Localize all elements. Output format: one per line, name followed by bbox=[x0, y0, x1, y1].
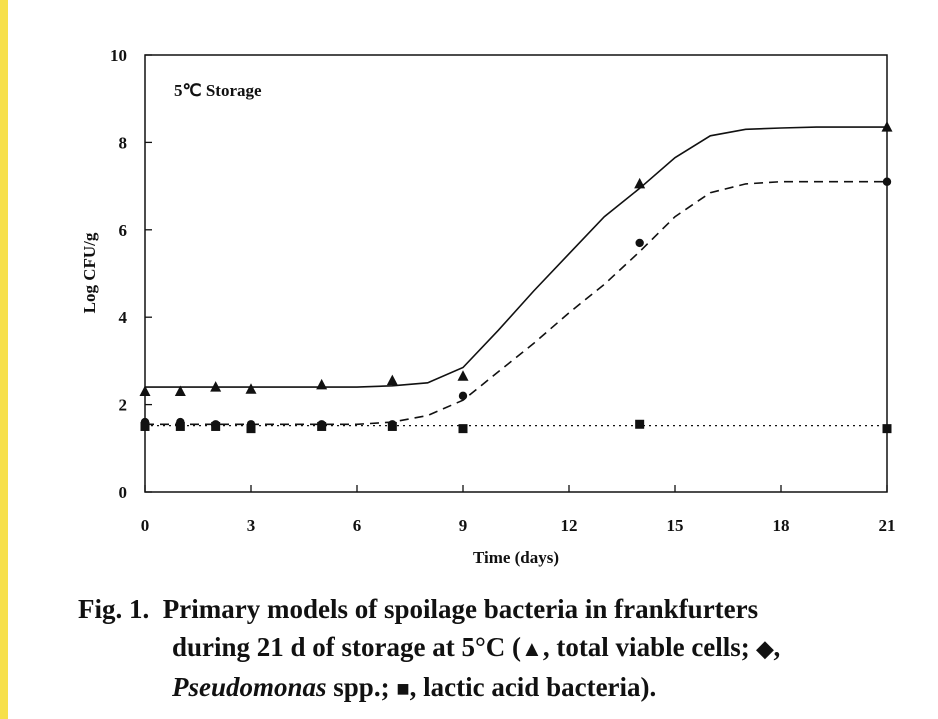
triangle-point bbox=[881, 121, 893, 132]
square-point bbox=[882, 424, 892, 434]
circle-point bbox=[635, 238, 644, 248]
circle-point bbox=[458, 391, 468, 401]
x-axis-label: Time (days) bbox=[473, 548, 559, 567]
fit-curves bbox=[145, 126, 887, 427]
diamond-symbol-icon: ◆ bbox=[756, 636, 774, 661]
x-tick-label: 12 bbox=[561, 516, 578, 535]
left-accent-bar bbox=[0, 0, 8, 719]
caption-title: Primary models of spoilage bacteria in f… bbox=[162, 594, 759, 624]
plot-frame bbox=[144, 54, 888, 493]
triangle-point bbox=[457, 370, 469, 381]
y-tick-label: 10 bbox=[110, 46, 127, 65]
fit-line-circle bbox=[145, 180, 887, 426]
x-tick-label: 3 bbox=[247, 516, 256, 535]
square-symbol-icon: ■ bbox=[396, 676, 410, 701]
triangle-point bbox=[386, 374, 398, 386]
y-tick-label: 2 bbox=[119, 396, 128, 415]
x-tick-label: 21 bbox=[879, 516, 896, 535]
storage-annotation: 5℃ Storage bbox=[174, 81, 262, 100]
caption-pseudomonas: Pseudomonas bbox=[172, 672, 327, 702]
square-point bbox=[635, 419, 645, 429]
square-point bbox=[140, 421, 150, 431]
caption-storage-text: during 21 d of storage at 5°C ( bbox=[172, 632, 522, 662]
figure-number: Fig. 1. bbox=[78, 594, 150, 624]
data-points bbox=[139, 121, 893, 434]
caption-line-2: during 21 d of storage at 5°C (▲, total … bbox=[78, 628, 918, 668]
triangle-point bbox=[634, 177, 646, 189]
x-tick-label: 6 bbox=[353, 516, 362, 535]
y-tick-label: 4 bbox=[119, 308, 128, 327]
fit-line-triangle bbox=[145, 126, 887, 388]
triangle-point bbox=[174, 385, 186, 396]
triangle-point bbox=[139, 385, 151, 396]
circle-point bbox=[882, 177, 892, 186]
figure-caption: Fig. 1. Primary models of spoilage bacte… bbox=[78, 590, 918, 708]
caption-line-3: Pseudomonas spp.; ■, lactic acid bacteri… bbox=[78, 668, 918, 708]
square-point bbox=[175, 421, 185, 431]
y-axis-label: Log CFU/g bbox=[80, 232, 99, 313]
caption-tvc-text: , total viable cells; bbox=[542, 632, 750, 662]
triangle-point bbox=[210, 381, 222, 392]
caption-comma: , bbox=[773, 632, 781, 662]
square-point bbox=[317, 421, 327, 431]
x-tick-label: 0 bbox=[141, 516, 150, 535]
caption-spp-text: spp.; bbox=[333, 672, 390, 702]
x-tick-label: 9 bbox=[459, 516, 468, 535]
caption-lab-text: , lactic acid bacteria). bbox=[409, 672, 657, 702]
axis-ticks: 0 3 6 9 12 15 18 21 0 2 4 6 8 10 bbox=[110, 46, 896, 535]
y-tick-label: 8 bbox=[119, 133, 128, 152]
square-point bbox=[387, 421, 397, 431]
y-tick-label: 0 bbox=[119, 483, 128, 502]
square-point bbox=[211, 421, 221, 431]
x-tick-label: 15 bbox=[667, 516, 684, 535]
x-tick-label: 18 bbox=[773, 516, 790, 535]
growth-chart: 0 3 6 9 12 15 18 21 0 2 4 6 8 10 5℃ Storage Time (day… bbox=[80, 46, 896, 567]
triangle-point bbox=[316, 378, 328, 390]
square-point bbox=[246, 424, 256, 434]
square-point bbox=[458, 424, 468, 434]
triangle-symbol-icon: ▲ bbox=[521, 636, 543, 661]
caption-line-1: Fig. 1. Primary models of spoilage bacte… bbox=[78, 590, 918, 628]
y-tick-label: 6 bbox=[119, 221, 128, 240]
triangle-point bbox=[245, 383, 257, 394]
